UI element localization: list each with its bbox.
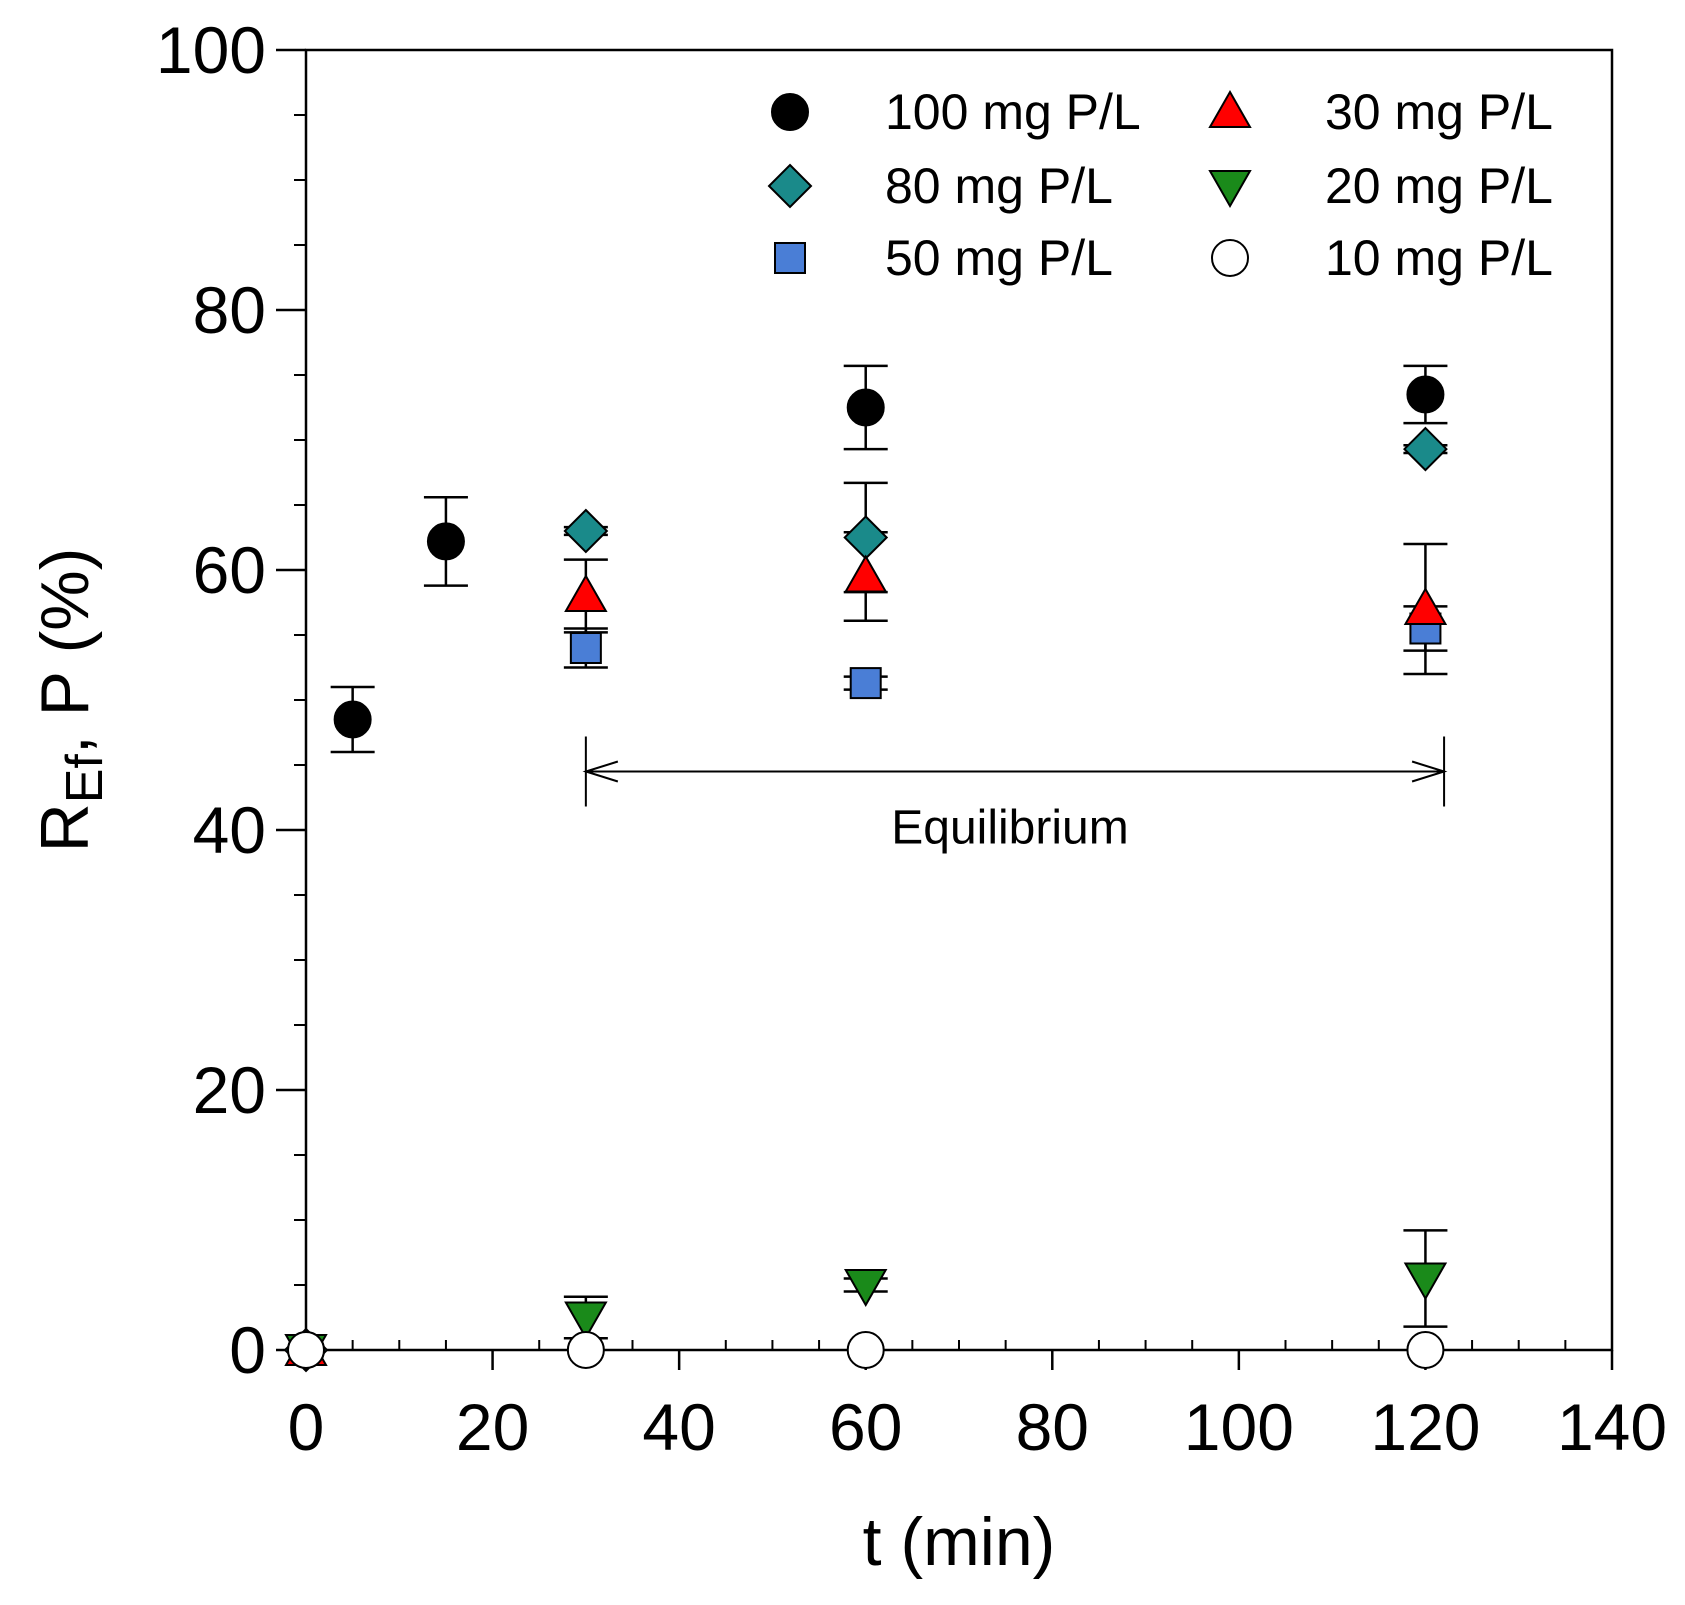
data-marks <box>283 364 1448 1373</box>
x-tick-label: 100 <box>1184 1390 1294 1464</box>
data-point <box>564 573 608 612</box>
legend-entry: 10 mg P/L <box>1211 230 1553 286</box>
x-tick-label: 60 <box>829 1390 902 1464</box>
legend-entry: 50 mg P/L <box>774 230 1113 286</box>
equilibrium-label: Equilibrium <box>891 802 1128 855</box>
y-tick-label: 40 <box>193 793 266 867</box>
x-tick-label: 140 <box>1557 1390 1667 1464</box>
y-axis-title-subscript: Ef <box>56 754 114 804</box>
y-tick-label: 80 <box>193 273 266 347</box>
legend-entry: 100 mg P/L <box>771 84 1141 140</box>
series-100-mg-p-l <box>330 364 1448 754</box>
data-point <box>846 388 885 427</box>
data-point <box>566 1331 605 1369</box>
equilibrium-arrowhead-left <box>582 760 619 783</box>
legend-marker <box>767 163 813 209</box>
data-point <box>569 632 602 664</box>
data-point <box>426 522 465 561</box>
data-point <box>1406 1331 1445 1369</box>
x-tick-label: 80 <box>1016 1390 1089 1464</box>
legend-entry: 20 mg P/L <box>1208 158 1553 214</box>
legend-label: 30 mg P/L <box>1325 84 1553 140</box>
legend-label: 20 mg P/L <box>1325 158 1553 214</box>
points-50-mg-p-l <box>290 612 1442 1366</box>
legend-label: 10 mg P/L <box>1325 230 1553 286</box>
series-80-mg-p-l <box>563 443 1448 594</box>
y-tick-label: 100 <box>156 13 266 87</box>
data-point <box>849 667 882 700</box>
legend-marker <box>774 242 806 274</box>
data-point <box>287 1331 325 1369</box>
legend-marker <box>1211 239 1249 277</box>
x-axis-title: t (min) <box>863 1504 1056 1580</box>
y-axis-title: REf, P (%) <box>27 548 114 853</box>
y-axis-title-main: R <box>27 803 103 852</box>
y-tick-label: 60 <box>193 533 266 607</box>
legend-label: 50 mg P/L <box>885 230 1113 286</box>
legend-entry: 30 mg P/L <box>1208 84 1553 140</box>
y-axis-title-rest: , P (%) <box>27 548 103 755</box>
legend-marker <box>1208 89 1252 128</box>
annotations: Equilibrium <box>582 736 1448 855</box>
x-tick-label: 0 <box>288 1390 325 1464</box>
legend-marker <box>771 93 809 131</box>
y-tick-label: 0 <box>229 1313 266 1387</box>
data-point <box>564 1301 608 1340</box>
data-point <box>1403 1262 1448 1301</box>
data-point <box>843 515 889 560</box>
x-tick-label: 120 <box>1370 1390 1480 1464</box>
data-point <box>843 1269 888 1308</box>
legend-marker <box>1208 170 1252 209</box>
series-30-mg-p-l <box>563 531 1448 676</box>
data-point <box>846 1331 885 1369</box>
y-tick-label: 20 <box>193 1053 266 1127</box>
data-point <box>1403 586 1448 625</box>
data-point <box>1403 426 1448 472</box>
x-tick-label: 20 <box>456 1390 529 1464</box>
data-point <box>563 508 609 554</box>
legend-entry: 80 mg P/L <box>767 158 1113 214</box>
equilibrium-arrowhead-right <box>1411 760 1448 783</box>
data-point <box>1406 375 1445 414</box>
legend: 100 mg P/L 80 mg P/L 50 mg P/L 30 mg P/L 20 … <box>767 84 1553 286</box>
x-tick-label: 40 <box>642 1390 715 1464</box>
legend-label: 100 mg P/L <box>885 84 1141 140</box>
legend-label: 80 mg P/L <box>885 158 1113 214</box>
points-10-mg-p-l <box>287 1331 1445 1369</box>
axes: 0 20 40 60 80 100 120 140 0 20 40 60 80 100 <box>156 13 1667 1464</box>
series-20-mg-p-l <box>563 1229 1448 1340</box>
series-50-mg-p-l <box>563 605 1448 691</box>
data-point <box>843 554 888 593</box>
data-point <box>333 700 372 739</box>
